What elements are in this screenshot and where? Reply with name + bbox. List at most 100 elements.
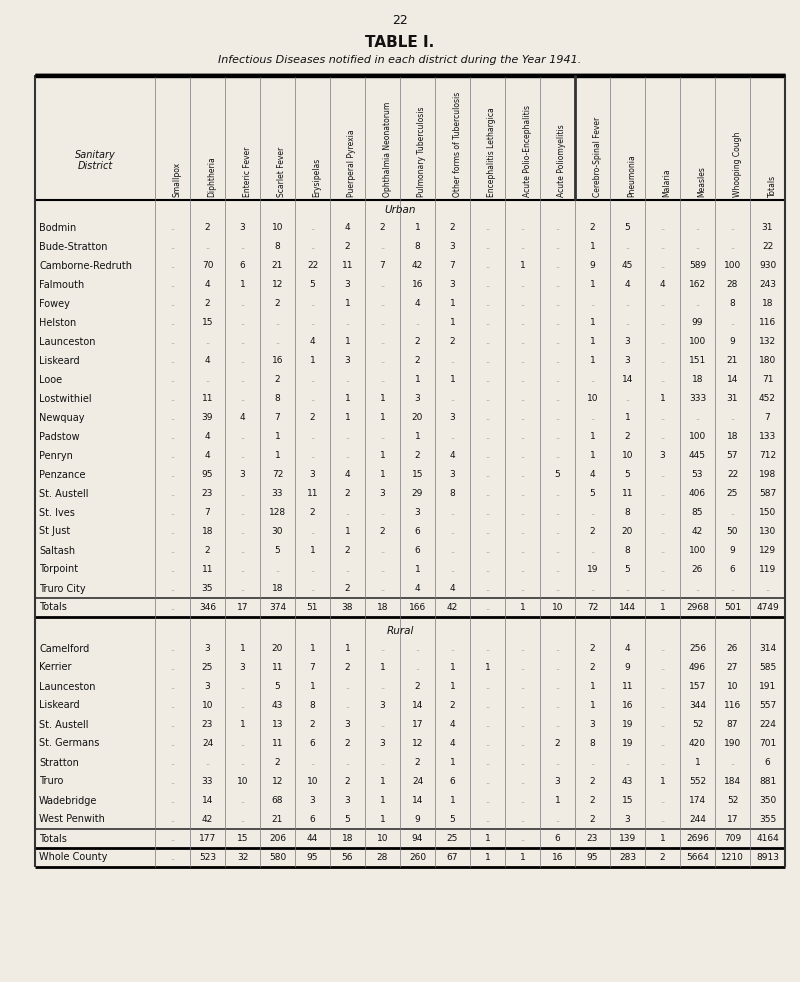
Text: 2: 2 [414,356,420,365]
Text: 355: 355 [759,815,776,824]
Text: ..: .. [485,223,490,232]
Text: 4: 4 [450,584,455,593]
Text: ..: .. [520,299,525,308]
Text: Helston: Helston [39,317,76,328]
Text: ..: .. [310,394,315,403]
Text: 19: 19 [586,565,598,574]
Text: 3: 3 [345,356,350,365]
Text: 6: 6 [240,261,246,270]
Text: ..: .. [555,375,560,384]
Text: ..: .. [380,546,385,555]
Text: 17: 17 [237,603,248,612]
Text: 3: 3 [345,796,350,805]
Text: Acute Polio-Encephalitis: Acute Polio-Encephalitis [522,105,531,197]
Text: 3: 3 [345,720,350,729]
Text: 95: 95 [306,853,318,862]
Text: ..: .. [380,565,385,574]
Text: Whole County: Whole County [39,852,107,862]
Text: Ophthalmia Neonatorum: Ophthalmia Neonatorum [382,102,391,197]
Text: 3: 3 [414,394,420,403]
Text: 32: 32 [237,853,248,862]
Text: ..: .. [170,796,175,805]
Text: 12: 12 [272,777,283,786]
Text: 11: 11 [342,261,354,270]
Text: 1: 1 [590,318,595,327]
Text: 3: 3 [240,223,246,232]
Text: 9: 9 [625,663,630,672]
Text: 7: 7 [765,413,770,422]
Text: 85: 85 [692,508,703,517]
Text: ..: .. [485,375,490,384]
Text: ..: .. [170,527,175,536]
Text: 43: 43 [622,777,633,786]
Text: 1: 1 [590,432,595,441]
Text: 6: 6 [310,815,315,824]
Text: ..: .. [660,356,665,365]
Text: 496: 496 [689,663,706,672]
Text: 5: 5 [274,682,280,691]
Text: 28: 28 [727,280,738,289]
Text: 53: 53 [692,470,703,479]
Text: 21: 21 [272,815,283,824]
Text: ..: .. [170,394,175,403]
Text: ..: .. [485,356,490,365]
Text: 1: 1 [380,413,386,422]
Text: ..: .. [450,432,455,441]
Text: ..: .. [660,815,665,824]
Text: 2: 2 [310,508,315,517]
Text: ..: .. [520,337,525,346]
Text: 1: 1 [520,853,526,862]
Text: 523: 523 [199,853,216,862]
Text: ..: .. [310,451,315,460]
Text: 177: 177 [199,834,216,843]
Text: 132: 132 [759,337,776,346]
Text: 100: 100 [689,546,706,555]
Text: 5: 5 [554,470,560,479]
Text: ..: .. [730,223,735,232]
Text: 9: 9 [590,261,595,270]
Text: 42: 42 [202,815,213,824]
Text: ..: .. [520,489,525,498]
Text: Enteric Fever: Enteric Fever [242,146,251,197]
Text: ..: .. [555,261,560,270]
Text: 33: 33 [272,489,283,498]
Text: 128: 128 [269,508,286,517]
Text: ..: .. [555,337,560,346]
Text: ..: .. [485,565,490,574]
Text: 1: 1 [240,644,246,653]
Text: 10: 10 [272,223,283,232]
Text: 244: 244 [689,815,706,824]
Text: ..: .. [450,394,455,403]
Text: ..: .. [555,584,560,593]
Text: 23: 23 [587,834,598,843]
Text: 1: 1 [345,299,350,308]
Text: 44: 44 [307,834,318,843]
Text: ..: .. [590,758,595,767]
Text: 452: 452 [759,394,776,403]
Text: ..: .. [450,356,455,365]
Text: 4: 4 [240,413,246,422]
Text: 10: 10 [202,701,214,710]
Text: Acute Poliomyelitis: Acute Poliomyelitis [558,125,566,197]
Text: ..: .. [170,223,175,232]
Text: 14: 14 [202,796,213,805]
Text: ..: .. [380,758,385,767]
Text: ..: .. [240,299,245,308]
Text: ..: .. [485,318,490,327]
Text: ..: .. [170,584,175,593]
Text: 4: 4 [205,451,210,460]
Text: ..: .. [520,242,525,251]
Text: 3: 3 [554,777,560,786]
Text: 25: 25 [727,489,738,498]
Text: 8: 8 [414,242,420,251]
Text: 10: 10 [306,777,318,786]
Text: ..: .. [625,394,630,403]
Text: Rural: Rural [386,626,414,636]
Text: 4: 4 [660,280,666,289]
Text: St Just: St Just [39,526,70,536]
Text: ..: .. [485,242,490,251]
Text: 1: 1 [520,603,526,612]
Text: 3: 3 [205,644,210,653]
Text: 1: 1 [590,451,595,460]
Text: ..: .. [660,682,665,691]
